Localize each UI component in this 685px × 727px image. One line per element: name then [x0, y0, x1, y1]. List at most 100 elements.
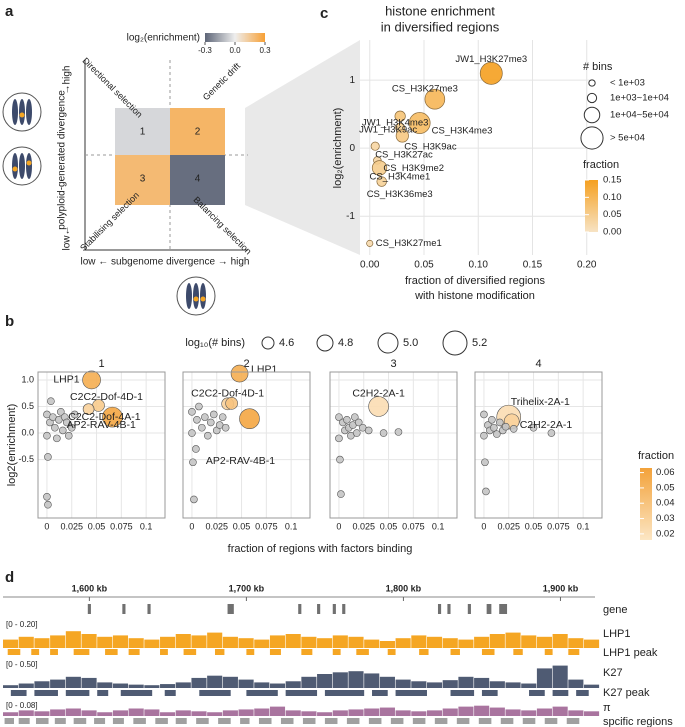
x-tick-label: 0.1 — [432, 521, 445, 531]
interval — [155, 718, 168, 724]
interval — [447, 604, 451, 614]
interval — [450, 690, 475, 696]
interval — [576, 690, 589, 696]
x-tick-label: 0.05 — [233, 521, 251, 531]
color-legend-title: fraction — [638, 450, 674, 462]
interval — [317, 604, 321, 614]
x-axis-title: fraction of regions with factors binding — [228, 543, 413, 555]
chromosome-icon — [2, 92, 42, 132]
signal-bar — [222, 710, 238, 716]
signal-bar — [411, 681, 427, 688]
point — [190, 495, 198, 504]
size-legend-key — [588, 79, 596, 87]
colorbar-label: 0.0 — [229, 46, 241, 55]
point — [335, 413, 343, 421]
panel-letter: d — [5, 569, 14, 586]
signal-bar — [81, 677, 97, 688]
point — [501, 422, 510, 431]
y-tick-label: 0.5 — [21, 401, 34, 411]
point — [57, 408, 65, 416]
point-label: LHP1 — [251, 363, 277, 375]
chart-title: histone enrichment — [385, 3, 495, 18]
x-tick-label: 0 — [189, 521, 194, 531]
signal-bar — [395, 710, 411, 716]
facet-bg — [475, 372, 602, 518]
signal-bar — [50, 679, 66, 688]
interval — [412, 718, 426, 724]
signal-bar — [112, 635, 129, 648]
cell — [115, 108, 170, 155]
point — [189, 458, 197, 467]
colorbar-label: 0.04 — [656, 498, 675, 509]
point — [51, 423, 59, 432]
signal-bar — [364, 639, 380, 648]
point — [368, 396, 389, 417]
signal-bar — [458, 706, 474, 716]
signal-bar — [3, 712, 19, 716]
signal-bar — [348, 636, 364, 648]
interval — [54, 718, 66, 724]
point — [395, 129, 409, 143]
point-label: CS_H3K4me3 — [432, 126, 493, 137]
y-axis-title: log₂(enrichment) — [332, 108, 344, 189]
interval — [97, 690, 109, 696]
signal-bar — [521, 710, 537, 716]
point — [394, 428, 403, 436]
point — [408, 112, 431, 134]
x-tick-label: 0.10 — [469, 260, 489, 271]
interval — [372, 690, 388, 696]
interval — [246, 690, 278, 696]
interval — [128, 649, 140, 655]
signal-bar — [97, 636, 113, 648]
colorbar — [205, 33, 265, 42]
signal-bar — [458, 676, 474, 688]
corner-label: Stabilising selection — [78, 190, 141, 253]
x-tick-label: 0.025 — [60, 521, 83, 531]
size-legend-label: 5.2 — [472, 337, 487, 349]
signal-bar — [552, 634, 568, 648]
point — [70, 410, 79, 419]
signal-bar — [536, 636, 553, 648]
interval — [342, 604, 346, 614]
x-tick-label: 0.1 — [285, 521, 298, 531]
signal-bar — [568, 710, 584, 716]
interval — [332, 649, 341, 655]
signal-bar — [269, 706, 286, 716]
point — [488, 415, 496, 424]
facet-title: 3 — [390, 358, 396, 370]
colorbar-label: 0.10 — [603, 192, 622, 203]
signal-bar — [128, 638, 144, 648]
cell-label: 1 — [140, 127, 146, 138]
interval — [65, 690, 90, 696]
signal-bar — [238, 709, 254, 716]
signal-bar — [442, 680, 458, 688]
colorbar-label: 0.02 — [656, 528, 675, 539]
point — [239, 408, 260, 430]
panel-letter: a — [5, 3, 14, 20]
colorbar-label: -0.3 — [198, 46, 212, 55]
interval — [356, 649, 369, 655]
interval — [456, 718, 470, 724]
signal-bar — [97, 712, 113, 716]
point-label: CS_H3K27me3 — [392, 84, 458, 95]
interval — [450, 649, 460, 655]
signal-bar — [474, 705, 490, 716]
point — [493, 430, 501, 438]
y-low: low← — [62, 225, 73, 250]
signal-bar — [489, 634, 505, 648]
point — [336, 455, 344, 464]
interval — [18, 718, 30, 724]
x-tick-label: 0.025 — [497, 521, 520, 531]
x-tick-label: 1,800 kb — [386, 583, 422, 593]
point — [370, 141, 380, 151]
signal-bar — [207, 675, 223, 688]
interval — [160, 649, 168, 655]
point — [225, 397, 238, 410]
interval — [269, 649, 281, 655]
signal-bar — [332, 635, 348, 648]
x-tick-label: 0.075 — [402, 521, 425, 531]
size-legend-title: log₁₀(# bins) — [185, 337, 245, 349]
x-axis-title: with histone modification — [414, 290, 535, 302]
point — [188, 408, 196, 416]
